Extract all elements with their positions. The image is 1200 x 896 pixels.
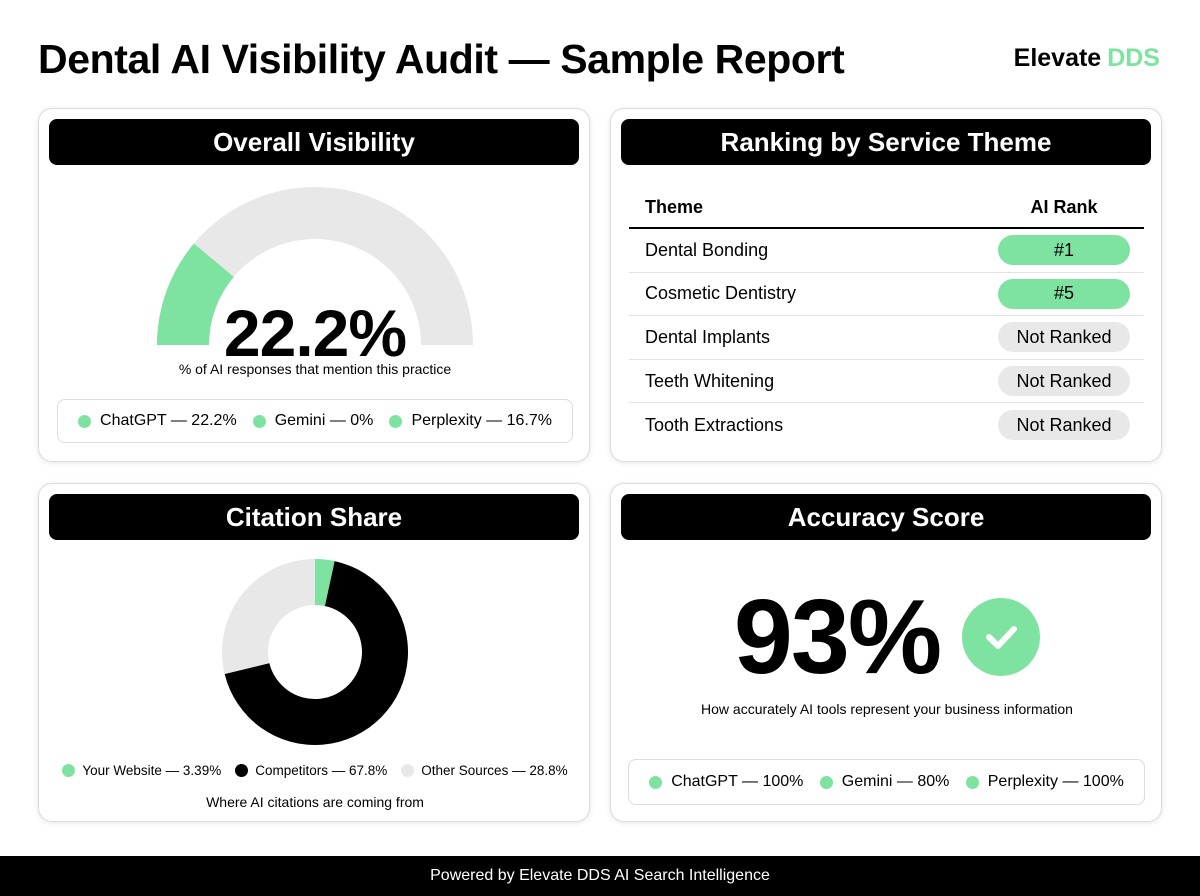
legend-label: Perplexity — 100% [987,773,1124,790]
legend-dot-icon [78,414,92,428]
table-row: Teeth Whitening Not Ranked [629,360,1144,404]
brand-name: Elevate [1013,44,1102,72]
legend-item-other-sources: Other Sources — 28.8% [401,763,568,778]
citation-legend: Your Website — 3.39% Competitors — 67.8%… [39,763,591,778]
accuracy-score-row: 93% [611,584,1163,690]
page-title: Dental AI Visibility Audit — Sample Repo… [38,36,845,82]
visibility-card: Overall Visibility 22.2% % of AI respons… [38,108,590,462]
visibility-legend: ChatGPT — 22.2% Gemini — 0% Perplexity —… [57,399,573,443]
legend-dot-icon [235,764,249,777]
column-header-theme: Theme [645,196,704,217]
legend-label: Competitors — 67.8% [255,763,388,778]
theme-cell: Teeth Whitening [645,370,775,391]
legend-item-perplexity: Perplexity — 100% [965,773,1124,791]
ranking-card: Ranking by Service Theme Theme AI Rank D… [610,108,1162,462]
brand-accent: DDS [1107,44,1160,72]
theme-cell: Dental Implants [645,326,771,347]
rank-badge: Not Ranked [998,366,1130,397]
gauge-fill [157,243,235,346]
accuracy-card: Accuracy Score 93% How accurately AI too… [610,483,1162,822]
donut-slice-competitors [224,561,409,745]
legend-dot-icon [389,414,403,428]
legend-dot-icon [401,764,415,777]
legend-item-gemini: Gemini — 0% [252,412,374,430]
column-header-rank: AI Rank [1030,196,1098,217]
theme-cell: Cosmetic Dentistry [645,283,797,304]
legend-item-gemini: Gemini — 80% [819,773,950,791]
legend-label: Gemini — 80% [841,773,950,790]
visibility-caption: % of AI responses that mention this prac… [178,361,452,377]
legend-dot-icon [819,775,833,789]
legend-label: Perplexity — 16.7% [411,412,552,429]
ranking-table: Theme AI Rank Dental Bonding #1 Cosmetic… [629,187,1144,447]
ranking-table-header: Theme AI Rank [629,187,1144,229]
legend-dot-icon [252,414,266,428]
legend-item-chatgpt: ChatGPT — 22.2% [78,412,237,430]
citation-caption: Where AI citations are coming from [206,794,424,810]
rank-badge: Not Ranked [998,410,1130,441]
legend-label: Your Website — 3.39% [82,763,222,778]
rank-badge: #1 [998,235,1130,266]
theme-cell: Tooth Extractions [645,414,784,435]
footer: Powered by Elevate DDS AI Search Intelli… [0,856,1200,896]
visibility-card-title: Overall Visibility [49,119,579,165]
legend-label: ChatGPT — 100% [671,773,804,790]
rank-badge: Not Ranked [998,322,1130,353]
accuracy-caption: How accurately AI tools represent your b… [701,701,1073,717]
checkmark-icon [962,598,1041,676]
accuracy-legend: ChatGPT — 100% Gemini — 80% Perplexity —… [628,759,1145,805]
citation-card: Citation Share Your Website — 3.39% Comp… [38,483,590,822]
legend-item-competitors: Competitors — 67.8% [235,763,387,778]
table-row: Cosmetic Dentistry #5 [629,273,1144,317]
legend-label: Other Sources — 28.8% [421,763,568,778]
legend-label: ChatGPT — 22.2% [100,412,237,429]
table-row: Dental Implants Not Ranked [629,316,1144,360]
accuracy-card-title: Accuracy Score [621,494,1151,540]
table-row: Tooth Extractions Not Ranked [629,403,1144,447]
citation-card-title: Citation Share [49,494,579,540]
donut-slice-your-website [315,559,335,607]
visibility-value: 22.2% [223,296,407,370]
accuracy-value: 93% [733,578,942,696]
citation-donut-chart [222,559,409,745]
legend-dot-icon [649,775,663,789]
legend-dot-icon [965,775,979,789]
table-row: Dental Bonding #1 [629,229,1144,273]
theme-cell: Dental Bonding [645,239,769,260]
donut-slice-other-sources [222,559,315,675]
rank-badge: #5 [998,278,1130,309]
ranking-card-title: Ranking by Service Theme [621,119,1151,165]
legend-item-perplexity: Perplexity — 16.7% [389,412,552,430]
legend-item-your-website: Your Website — 3.39% [62,763,221,778]
legend-dot-icon [62,764,76,777]
visibility-gauge [157,187,473,346]
legend-item-chatgpt: ChatGPT — 100% [649,773,803,791]
legend-label: Gemini — 0% [274,412,374,429]
brand-logo: Elevate DDS [1014,44,1160,73]
